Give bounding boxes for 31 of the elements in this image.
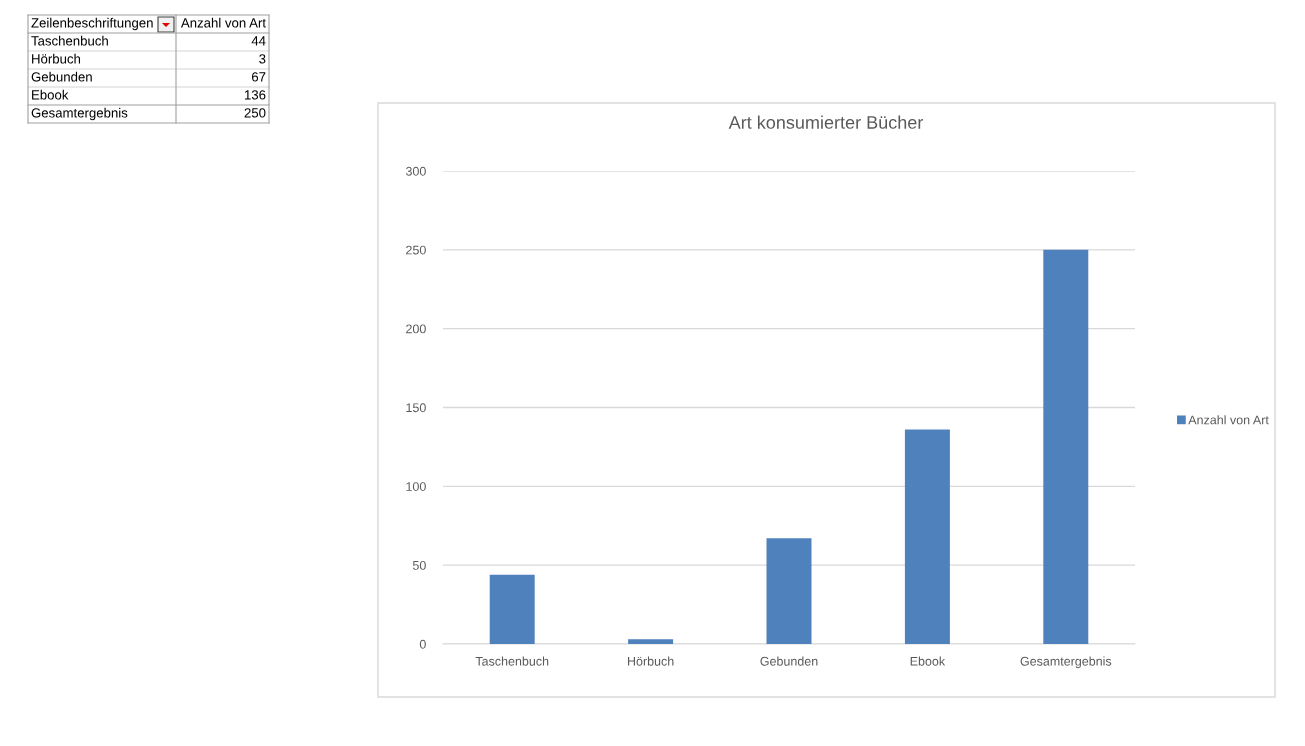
x-tick-label: Gesamtergebnis [1020, 656, 1112, 669]
x-tick-label: Taschenbuch [475, 656, 549, 666]
text: Zeilenbeschriftungen [31, 17, 153, 31]
y-tick-label: 50 [412, 560, 426, 570]
text: Gesamtergebnis [31, 107, 128, 121]
bar [628, 639, 674, 644]
y-tick-label: 300 [405, 166, 426, 176]
x-tick-label: Hörbuch [628, 656, 674, 666]
y-tick-label: 0 [419, 639, 426, 649]
chart-title: Art konsumierter Bücher [728, 115, 924, 129]
bar [904, 429, 950, 644]
legend-label: Anzahl von Art [1188, 415, 1269, 425]
text: 136 [244, 90, 266, 100]
x-tick-label: Ebook [910, 656, 946, 666]
y-tick-label: 250 [406, 245, 426, 255]
bar [766, 538, 812, 644]
text: 67 [252, 72, 266, 82]
y-tick-label: 150 [406, 403, 426, 413]
text: Gebunden [31, 71, 92, 82]
text: Anzahl von Art [180, 17, 266, 28]
y-tick-label: 200 [406, 324, 426, 334]
y-tick-label: 100 [406, 482, 426, 491]
text: 250 [244, 108, 266, 118]
text: Ebook [32, 89, 69, 100]
text: 44 [251, 36, 266, 46]
x-tick-label: Gebunden [760, 656, 818, 666]
text: Hörbuch [32, 53, 81, 64]
bar [1043, 249, 1089, 644]
text: Taschenbuch [31, 35, 108, 46]
bar [489, 574, 535, 644]
text: 3 [259, 54, 266, 64]
